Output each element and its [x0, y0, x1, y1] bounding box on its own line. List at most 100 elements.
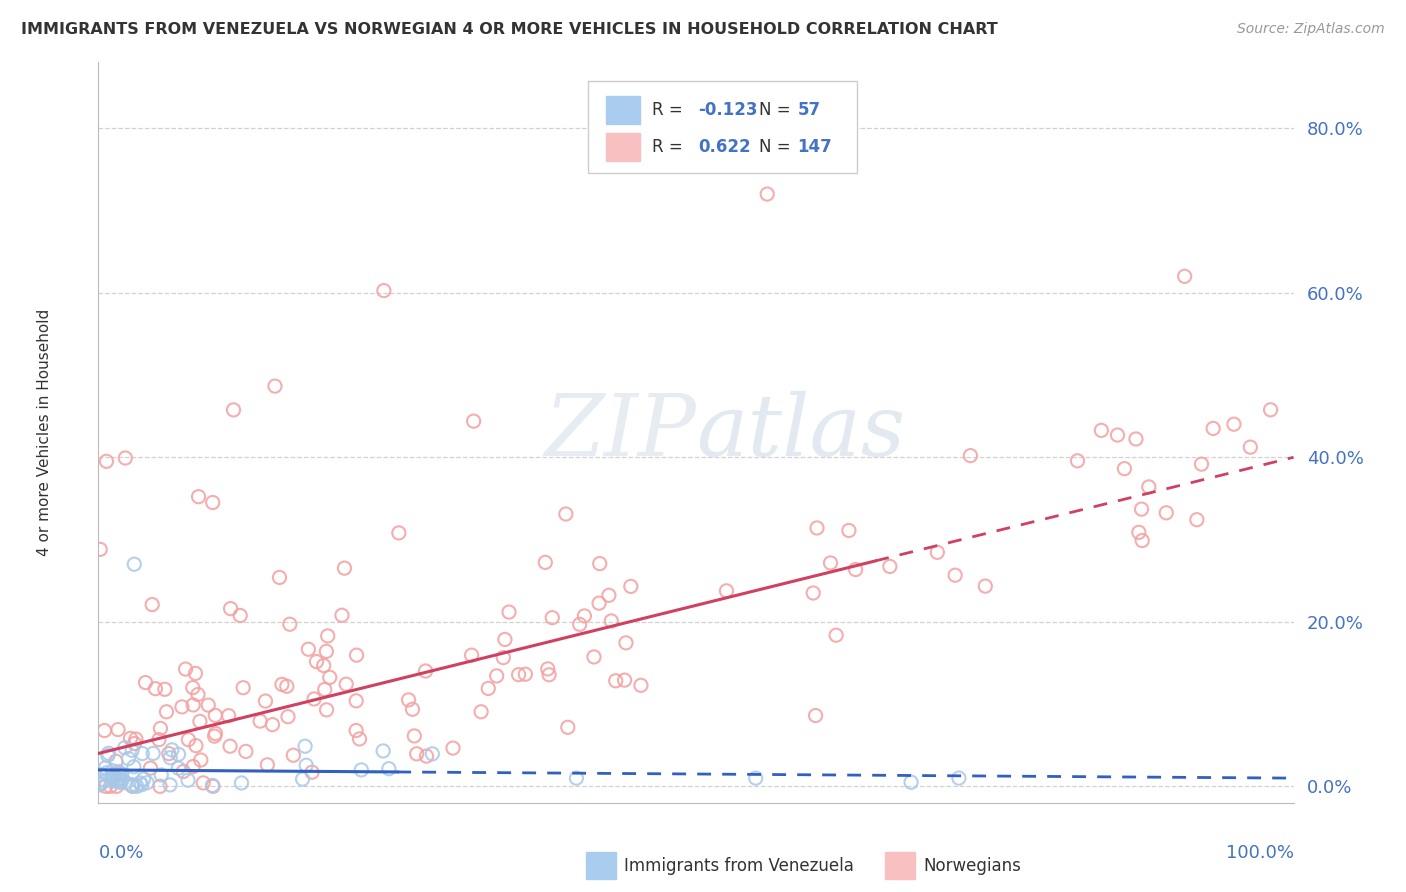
Text: R =: R = [652, 101, 688, 119]
Point [136, 775, 159, 789]
Text: R =: R = [652, 138, 688, 156]
Text: 0.0%: 0.0% [98, 844, 143, 862]
Point [582, 649, 605, 664]
Point [401, 702, 423, 716]
Point [463, 414, 485, 428]
Point [477, 681, 499, 696]
Point [1090, 423, 1112, 437]
Point [1191, 457, 1213, 471]
Point [825, 628, 848, 642]
Point [131, 747, 153, 761]
Point [845, 563, 868, 577]
Point [315, 644, 337, 658]
Text: Norwegians: Norwegians [922, 856, 1021, 875]
Point [121, 780, 143, 794]
Point [630, 678, 652, 692]
Point [204, 726, 226, 740]
Point [291, 772, 314, 786]
Point [197, 698, 219, 712]
Point [148, 732, 170, 747]
Point [184, 666, 207, 681]
Point [89, 778, 111, 792]
Point [110, 767, 132, 781]
Text: 147: 147 [797, 138, 832, 156]
Point [254, 694, 277, 708]
Point [415, 664, 437, 678]
Point [115, 775, 138, 789]
Point [134, 675, 156, 690]
Point [262, 717, 284, 731]
Point [1137, 480, 1160, 494]
Point [153, 682, 176, 697]
Point [114, 450, 136, 465]
Point [470, 705, 492, 719]
Point [335, 677, 357, 691]
FancyBboxPatch shape [606, 133, 640, 161]
Point [121, 743, 143, 757]
Point [177, 773, 200, 788]
Point [104, 754, 127, 768]
Point [97, 748, 120, 763]
FancyBboxPatch shape [606, 95, 640, 124]
Point [330, 608, 353, 623]
Point [120, 778, 142, 792]
Point [297, 642, 319, 657]
Point [405, 747, 427, 761]
Point [125, 732, 148, 747]
Point [201, 778, 224, 792]
Point [187, 688, 209, 702]
Text: Immigrants from Venezuela: Immigrants from Venezuela [624, 856, 853, 875]
Point [1128, 525, 1150, 540]
Point [105, 774, 128, 789]
Point [350, 763, 373, 777]
Text: N =: N = [759, 138, 796, 156]
Point [111, 772, 134, 787]
Point [187, 490, 209, 504]
Text: 0.622: 0.622 [699, 138, 751, 156]
Point [441, 741, 464, 756]
Point [316, 629, 339, 643]
Point [494, 632, 516, 647]
Point [110, 775, 132, 789]
Point [108, 772, 131, 786]
Point [105, 780, 128, 794]
Point [515, 667, 537, 681]
Point [204, 708, 226, 723]
Point [105, 772, 128, 787]
Point [93, 723, 115, 738]
Point [181, 759, 204, 773]
Text: ZIP: ZIP [544, 392, 696, 474]
Point [305, 655, 328, 669]
Point [1239, 440, 1261, 454]
Point [96, 766, 118, 780]
Point [415, 749, 437, 764]
Point [155, 705, 177, 719]
Point [927, 545, 949, 559]
Point [204, 729, 226, 743]
Point [295, 758, 318, 772]
Point [271, 677, 294, 691]
Point [97, 746, 120, 760]
Point [101, 773, 124, 788]
Point [498, 605, 520, 619]
Point [229, 608, 252, 623]
Point [537, 662, 560, 676]
Point [1174, 269, 1197, 284]
Text: Source: ZipAtlas.com: Source: ZipAtlas.com [1237, 22, 1385, 37]
Point [605, 673, 627, 688]
Point [181, 681, 204, 695]
Point [314, 682, 336, 697]
Text: 100.0%: 100.0% [1226, 844, 1294, 862]
Point [128, 776, 150, 790]
Point [142, 747, 165, 761]
FancyBboxPatch shape [884, 853, 915, 879]
Point [574, 608, 596, 623]
Point [879, 559, 901, 574]
Point [756, 187, 779, 202]
Point [344, 694, 367, 708]
Point [538, 667, 561, 681]
Point [568, 617, 591, 632]
Point [554, 507, 576, 521]
Point [974, 579, 997, 593]
Point [1107, 428, 1129, 442]
